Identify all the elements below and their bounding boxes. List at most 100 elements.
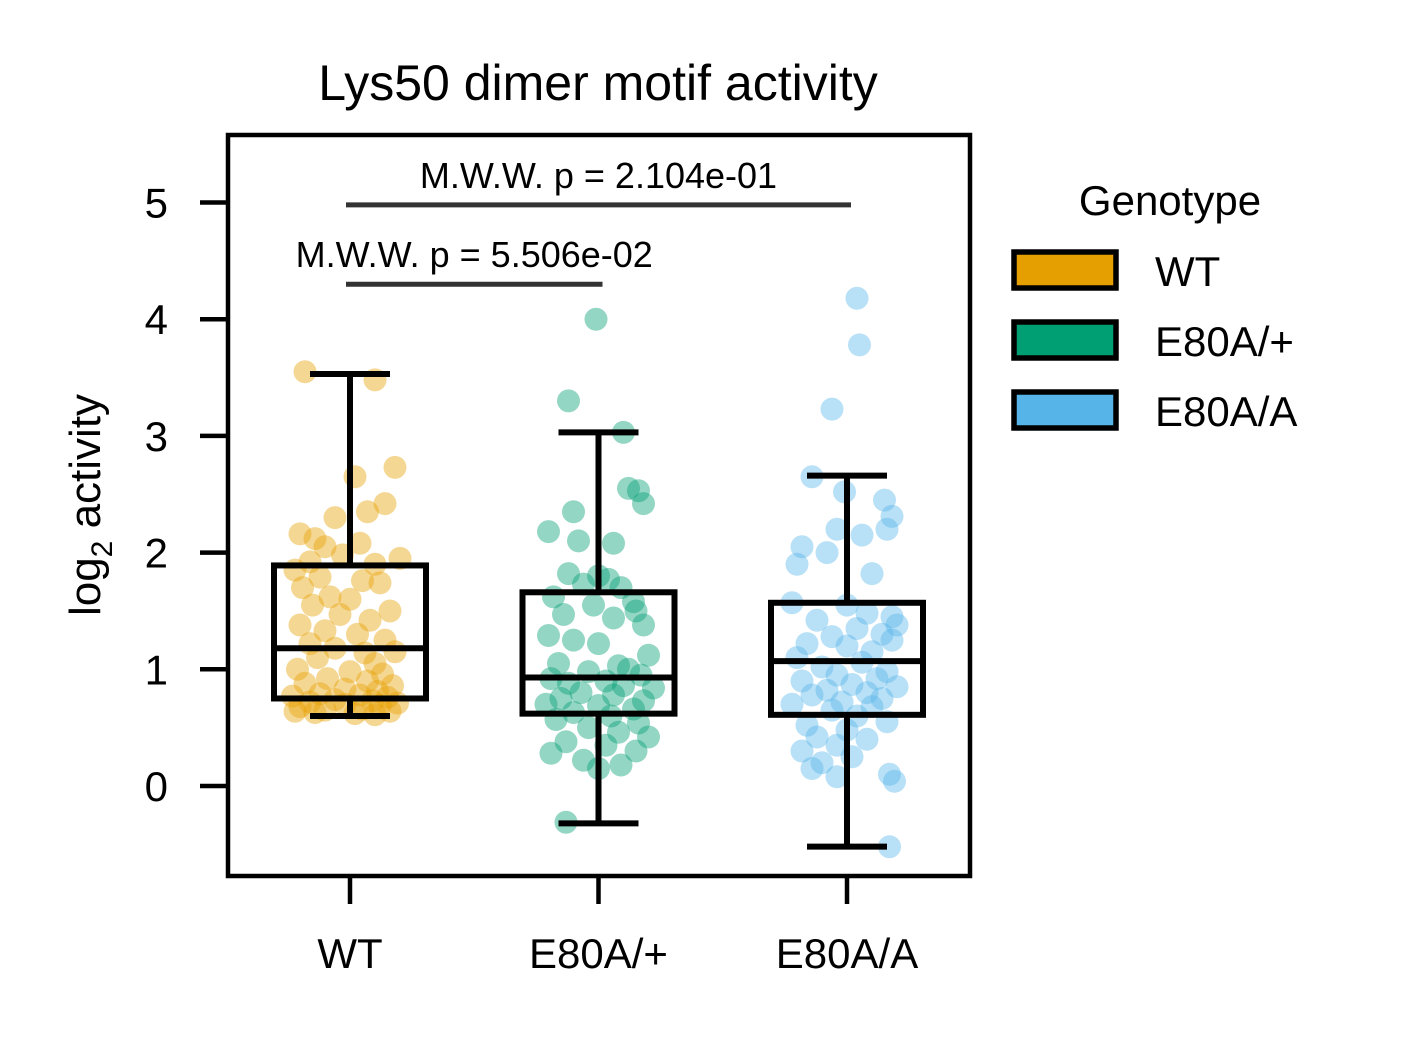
data-point: [632, 492, 655, 516]
data-point: [825, 733, 849, 757]
data-point: [283, 699, 307, 723]
data-point: [880, 605, 904, 629]
box-plots: [271, 371, 926, 850]
data-point: [790, 739, 814, 763]
data-point: [303, 701, 327, 724]
data-points: [281, 286, 909, 859]
data-point: [795, 632, 819, 656]
data-point: [875, 517, 899, 541]
data-point: [845, 617, 869, 640]
data-point: [358, 608, 382, 632]
data-point: [805, 608, 829, 632]
data-point: [328, 603, 352, 626]
y-tick-label: 3: [145, 413, 168, 460]
data-point: [627, 479, 650, 503]
data-point: [800, 757, 824, 780]
data-point: [860, 562, 884, 586]
data-point: [371, 662, 394, 686]
data-point: [624, 739, 648, 763]
data-point: [567, 529, 590, 553]
significance-label: M.W.W. p = 2.104e-01: [420, 155, 777, 196]
data-point: [381, 674, 404, 698]
data-point: [562, 628, 585, 652]
data-point: [878, 762, 901, 786]
legend-label: E80A/+: [1155, 318, 1294, 365]
data-point: [301, 593, 324, 617]
data-point: [318, 585, 342, 609]
data-point: [343, 465, 367, 489]
y-tick-label: 5: [145, 180, 168, 227]
data-point: [855, 601, 879, 625]
data-point: [547, 652, 570, 675]
data-point: [815, 678, 839, 702]
data-point: [286, 657, 309, 681]
legend-label: E80A/A: [1155, 388, 1297, 435]
data-point: [338, 587, 362, 611]
chart-title: Lys50 dimer motif activity: [318, 55, 877, 111]
data-point: [303, 527, 327, 551]
data-point: [383, 455, 407, 479]
data-point: [790, 535, 814, 559]
data-point: [880, 504, 904, 528]
data-point: [577, 716, 600, 740]
data-point: [878, 835, 901, 859]
data-point: [313, 535, 337, 559]
data-point: [537, 624, 560, 647]
data-point: [825, 663, 849, 687]
data-point: [855, 681, 879, 705]
data-point: [383, 640, 407, 664]
significance-label: M.W.W. p = 5.506e-02: [296, 234, 653, 275]
data-point: [293, 360, 317, 384]
x-tick-label: E80A/+: [529, 930, 668, 977]
data-point: [825, 517, 849, 541]
data-point: [313, 619, 337, 643]
data-point: [306, 646, 329, 670]
data-point: [316, 667, 339, 691]
data-point: [820, 625, 844, 649]
legend-title: Genotype: [1079, 177, 1261, 224]
data-point: [637, 643, 660, 667]
data-point: [534, 692, 558, 716]
data-point: [569, 681, 593, 705]
data-point: [627, 711, 650, 735]
data-point: [830, 690, 854, 714]
box-iqr: [519, 589, 678, 717]
data-point: [873, 488, 896, 512]
data-point: [810, 751, 834, 775]
data-point: [363, 652, 387, 675]
data-point: [790, 669, 814, 693]
data-point: [348, 531, 372, 555]
data-point: [883, 769, 906, 793]
data-point: [597, 567, 620, 591]
data-point: [880, 628, 904, 652]
data-point: [584, 307, 608, 331]
data-point: [373, 492, 397, 516]
data-point: [557, 562, 580, 586]
data-point: [539, 741, 563, 765]
data-point: [557, 389, 580, 413]
data-point: [885, 613, 909, 637]
significance-annotations: M.W.W. p = 5.506e-02 M.W.W. p = 2.104e-01: [296, 155, 851, 287]
y-tick-label: 4: [145, 296, 168, 343]
data-point: [870, 622, 894, 646]
data-point: [848, 333, 871, 357]
data-point: [845, 286, 869, 310]
data-point: [642, 676, 665, 700]
data-point: [572, 748, 595, 772]
data-point: [624, 599, 648, 623]
data-point: [637, 725, 660, 749]
legend-swatch: [1011, 319, 1119, 361]
data-point: [602, 606, 625, 630]
y-axis-label: log2 activity: [61, 394, 119, 616]
axes: 0 1 2 3 4 5 WT E80A/+ E80A/A: [145, 132, 973, 977]
data-point: [609, 753, 633, 777]
data-point: [356, 669, 379, 693]
data-point: [820, 397, 844, 421]
data-point: [825, 765, 849, 789]
data-point: [308, 565, 332, 589]
x-tick-label: E80A/A: [776, 930, 918, 977]
data-point: [840, 673, 864, 696]
data-point: [632, 613, 655, 637]
data-point: [338, 660, 362, 684]
